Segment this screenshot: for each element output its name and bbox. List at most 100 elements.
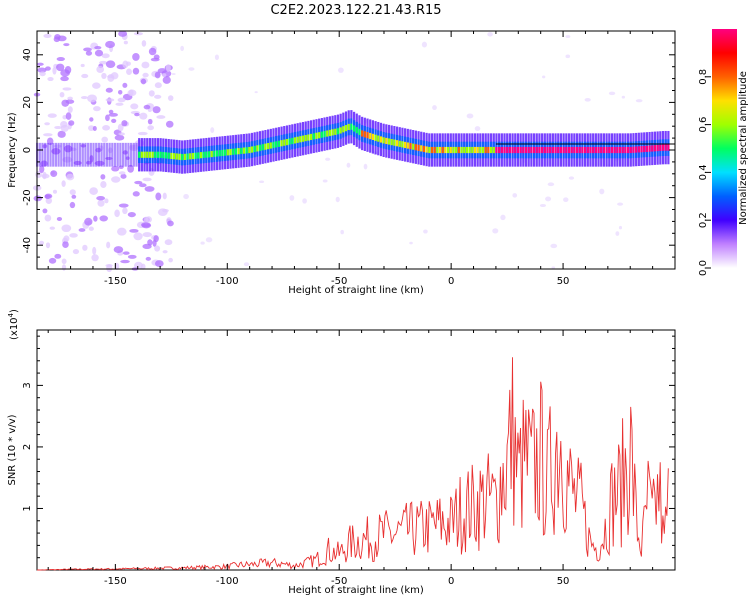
noise-blob	[67, 106, 73, 113]
noise-blob	[111, 165, 120, 172]
noise-blob	[200, 241, 205, 245]
noise-blob	[155, 192, 162, 201]
noise-blob	[61, 180, 66, 187]
noise-blob	[56, 57, 65, 62]
noise-blob	[133, 32, 143, 36]
noise-blob	[59, 92, 65, 98]
ridge-core	[363, 131, 366, 138]
ridge-core	[191, 152, 195, 160]
noise-blob	[100, 181, 107, 189]
ridge-core	[331, 129, 334, 136]
noise-blob	[45, 66, 51, 71]
ridge-outer	[113, 142, 117, 167]
ridge-core	[283, 139, 286, 146]
noise-blob	[140, 78, 147, 85]
noise-blob	[43, 33, 52, 38]
ridge-core	[554, 146, 557, 154]
noise-blob	[62, 87, 72, 91]
snr-x-label: Height of straight line (km)	[288, 585, 424, 596]
noise-blob	[563, 197, 569, 203]
noise-blob	[39, 165, 45, 173]
ridge-core	[267, 143, 270, 150]
ridge-core	[301, 135, 305, 142]
noise-blob	[542, 75, 546, 79]
snr-y-tick-label: 3	[22, 382, 33, 388]
noise-blob	[96, 65, 105, 74]
colorbar-tick-label: 0.2	[698, 212, 709, 228]
noise-blob	[61, 264, 67, 271]
ridge-core	[659, 144, 662, 151]
noise-blob	[154, 82, 162, 89]
ridge-core	[433, 146, 436, 154]
ridge-core	[468, 146, 471, 154]
ridge-core	[637, 146, 640, 153]
ridge-core	[463, 146, 466, 154]
noise-blob	[72, 248, 80, 255]
ridge-core	[202, 151, 205, 158]
noise-blob	[68, 120, 75, 126]
ridge-core	[632, 146, 635, 153]
noise-blob	[69, 201, 76, 209]
noise-blob	[492, 228, 499, 234]
noise-blob	[105, 40, 115, 49]
colorbar-ticks: 0.0 0.2 0.4 0.6 0.8	[698, 69, 711, 276]
noise-blob	[96, 196, 106, 201]
noise-blob	[118, 171, 126, 175]
ridge-core	[557, 146, 560, 154]
ridge-core	[414, 144, 417, 151]
noise-blob	[123, 40, 128, 45]
ridge-core	[436, 146, 439, 154]
noise-blob	[466, 113, 474, 119]
noise-blob	[141, 40, 147, 47]
noise-blob	[57, 130, 66, 138]
noise-blob	[140, 222, 151, 228]
ridge-core	[256, 145, 259, 152]
ridge-core	[473, 146, 477, 154]
ridge-core	[613, 146, 616, 154]
noise-blob	[615, 231, 620, 236]
ridge-outer	[111, 142, 114, 167]
ridge-outer	[100, 142, 103, 167]
ridge-core	[460, 146, 463, 154]
noise-blob	[108, 109, 114, 114]
ridge-core	[404, 141, 407, 149]
noise-blob	[138, 183, 147, 188]
ridge-core	[457, 146, 460, 154]
snr-frame	[36, 329, 676, 571]
noise-blob	[142, 72, 149, 78]
noise-blob	[243, 262, 250, 267]
ridge-core	[661, 144, 665, 151]
ridge-core	[213, 150, 216, 157]
noise-blob	[409, 241, 413, 245]
ridge-core	[578, 146, 581, 154]
ridge-core	[288, 138, 291, 145]
colorbar-tick-label: 0.0	[698, 260, 709, 276]
ridge-core	[656, 144, 659, 152]
ridge-core	[425, 146, 428, 153]
spectrogram-y-tick-label: -40	[22, 237, 33, 253]
ridge-core	[164, 152, 168, 159]
noise-blob	[133, 232, 143, 241]
ridge-outer	[84, 142, 87, 167]
ridge-outer	[41, 142, 44, 167]
colorbar-tick-label: 0.6	[698, 117, 709, 133]
noise-blob	[545, 196, 552, 202]
noise-blob	[635, 99, 643, 103]
ridge-core	[594, 146, 597, 154]
noise-blob	[154, 260, 164, 267]
noise-blob	[83, 47, 92, 52]
noise-blob	[60, 124, 69, 132]
noise-blob	[539, 203, 547, 208]
ridge-core	[447, 146, 450, 154]
ridge-core	[519, 146, 522, 154]
ridge-outer	[54, 142, 58, 167]
ridge-core	[328, 129, 332, 137]
noise-blob	[69, 189, 76, 196]
ridge-core	[347, 123, 350, 131]
ridge-core	[516, 146, 520, 154]
noise-blob	[63, 43, 70, 47]
noise-blob	[156, 115, 166, 119]
noise-blob	[69, 233, 78, 238]
ridge-core	[651, 145, 654, 152]
